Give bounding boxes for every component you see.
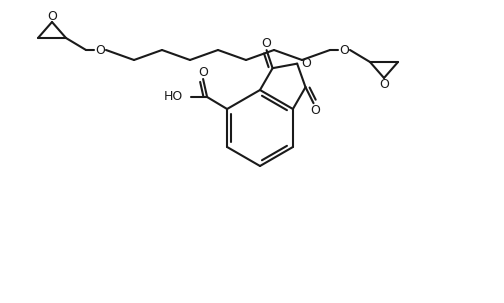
Text: O: O xyxy=(95,44,105,56)
Text: O: O xyxy=(262,37,272,50)
Text: O: O xyxy=(198,65,208,78)
Text: O: O xyxy=(47,9,57,22)
Text: O: O xyxy=(301,57,311,70)
Text: HO: HO xyxy=(164,91,183,104)
Text: O: O xyxy=(339,44,349,56)
Text: O: O xyxy=(310,104,321,117)
Text: O: O xyxy=(379,78,389,91)
